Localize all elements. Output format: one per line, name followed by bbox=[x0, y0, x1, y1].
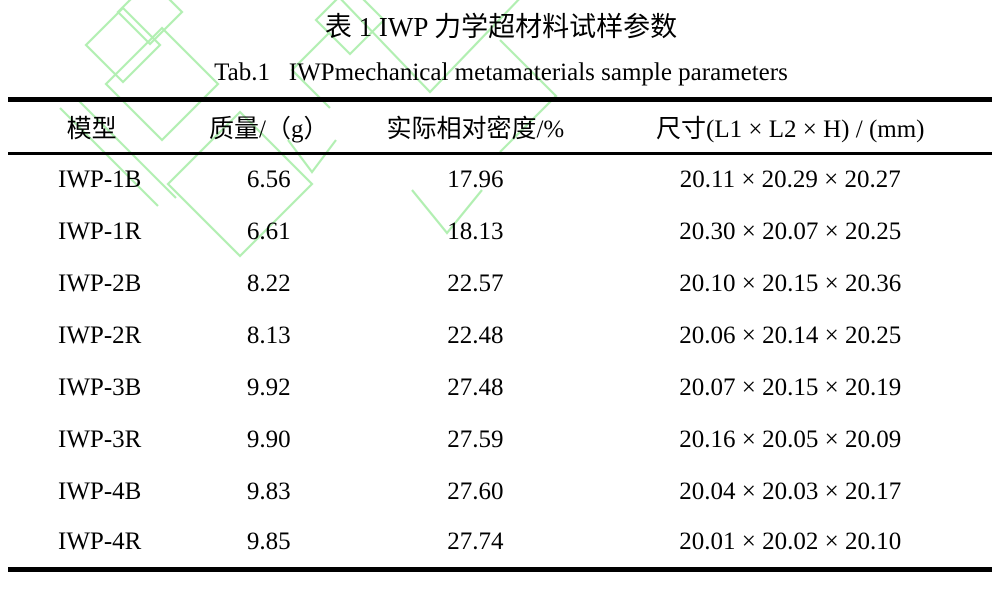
table-row: IWP-3B 9.92 27.48 20.07 × 20.15 × 20.19 bbox=[8, 362, 992, 414]
header-row: 模型 质量/（g） 实际相对密度/% 尺寸(L1 × L2 × H) / (mm… bbox=[8, 100, 992, 154]
table-row: IWP-2R 8.13 22.48 20.06 × 20.14 × 20.25 bbox=[8, 310, 992, 362]
cell-mass: 9.92 bbox=[246, 373, 291, 401]
sample-parameters-table: 模型 质量/（g） 实际相对密度/% 尺寸(L1 × L2 × H) / (mm… bbox=[8, 97, 992, 572]
cell-model: IWP-3R bbox=[58, 425, 142, 453]
cell-mass: 8.22 bbox=[246, 269, 291, 297]
cell-dimensions: 20.10 × 20.15 × 20.36 bbox=[679, 269, 902, 297]
cell-mass: 6.61 bbox=[246, 217, 291, 245]
cell-dimensions: 20.11 × 20.29 × 20.27 bbox=[679, 166, 901, 194]
cell-density: 22.57 bbox=[447, 269, 504, 297]
cell-dimensions: 20.01 × 20.02 × 20.10 bbox=[679, 528, 902, 556]
cell-density: 18.13 bbox=[447, 217, 504, 245]
table-row: IWP-4R 9.85 27.74 20.01 × 20.02 × 20.10 bbox=[8, 518, 992, 570]
cell-density: 22.48 bbox=[447, 321, 504, 349]
table-caption-en: Tab.1 IWPmechanical metamaterials sample… bbox=[214, 59, 788, 86]
table-row: IWP-1R 6.61 18.13 20.30 × 20.07 × 20.25 bbox=[8, 206, 992, 258]
column-header-model: 模型 bbox=[66, 116, 117, 143]
cell-mass: 9.85 bbox=[246, 528, 291, 556]
table-caption-zh: 表 1 IWP 力学超材料试样参数 bbox=[324, 12, 678, 42]
cell-model: IWP-4B bbox=[58, 477, 142, 505]
column-header-dimensions: 尺寸(L1 × L2 × H) / (mm) bbox=[656, 116, 925, 143]
cell-dimensions: 20.06 × 20.14 × 20.25 bbox=[679, 321, 902, 349]
table-row: IWP-2B 8.22 22.57 20.10 × 20.15 × 20.36 bbox=[8, 258, 992, 310]
cell-density: 27.48 bbox=[447, 373, 504, 401]
cell-density: 27.59 bbox=[447, 425, 504, 453]
cell-model: IWP-1B bbox=[58, 166, 142, 194]
cell-model: IWP-2B bbox=[58, 269, 142, 297]
column-header-mass: 质量/（g） bbox=[209, 116, 329, 143]
cell-model: IWP-3B bbox=[58, 373, 142, 401]
cell-mass: 9.83 bbox=[246, 477, 291, 505]
cell-model: IWP-1R bbox=[58, 217, 142, 245]
cell-mass: 9.90 bbox=[246, 425, 291, 453]
cell-dimensions: 20.07 × 20.15 × 20.19 bbox=[679, 373, 902, 401]
table-row: IWP-3R 9.90 27.59 20.16 × 20.05 × 20.09 bbox=[8, 414, 992, 466]
column-header-density: 实际相对密度/% bbox=[386, 116, 565, 143]
cell-mass: 6.56 bbox=[246, 166, 291, 194]
cell-dimensions: 20.04 × 20.03 × 20.17 bbox=[679, 477, 902, 505]
table-row: IWP-1B 6.56 17.96 20.11 × 20.29 × 20.27 bbox=[8, 154, 992, 206]
cell-dimensions: 20.30 × 20.07 × 20.25 bbox=[679, 217, 902, 245]
cell-density: 27.60 bbox=[447, 477, 504, 505]
table-row: IWP-4B 9.83 27.60 20.04 × 20.03 × 20.17 bbox=[8, 466, 992, 518]
cell-model: IWP-4R bbox=[58, 528, 142, 556]
cell-mass: 8.13 bbox=[246, 321, 291, 349]
cell-density: 17.96 bbox=[447, 166, 504, 194]
cell-density: 27.74 bbox=[447, 528, 504, 556]
cell-model: IWP-2R bbox=[58, 321, 142, 349]
cell-dimensions: 20.16 × 20.05 × 20.09 bbox=[679, 425, 902, 453]
